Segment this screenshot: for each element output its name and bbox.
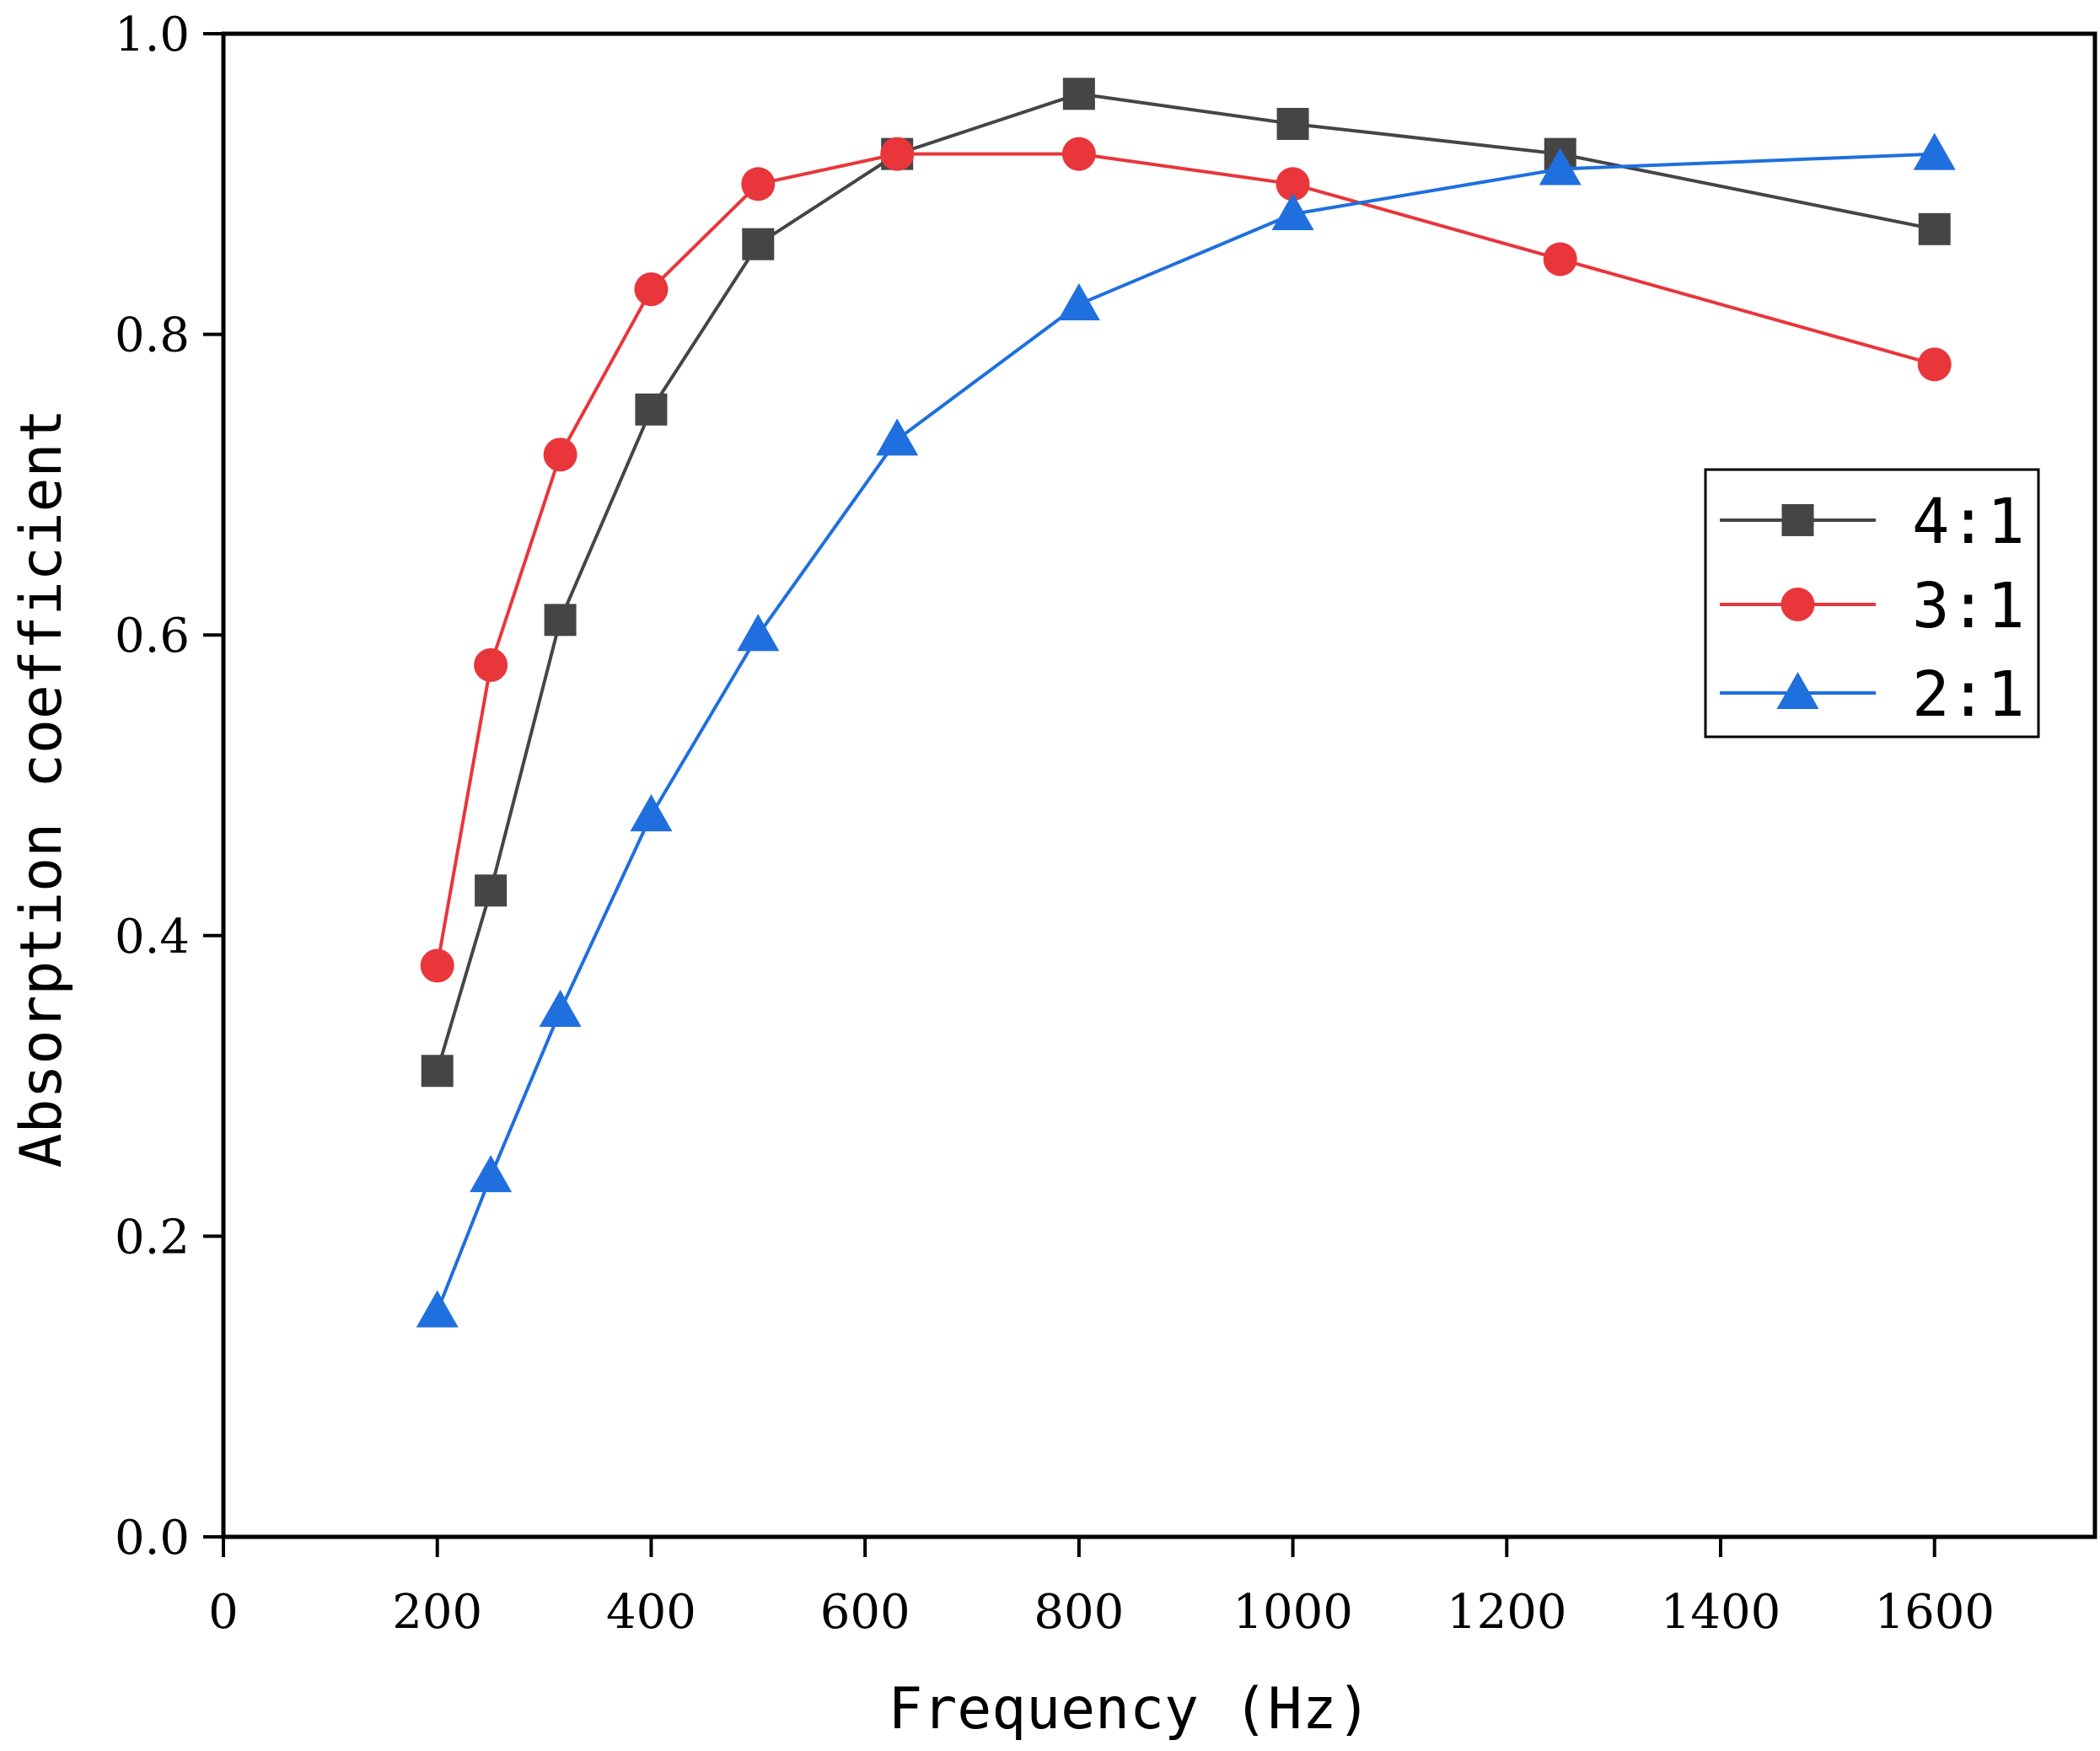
legend-label: 2:1 [1912, 658, 2025, 731]
data-point [1918, 212, 1951, 245]
data-point [544, 604, 577, 636]
x-tick-label: 1600 [1874, 1585, 1995, 1640]
series-4-1 [421, 78, 1951, 1088]
y-tick-label: 0.4 [115, 910, 190, 964]
legend-marker [1780, 588, 1815, 621]
x-tick-label: 0 [208, 1585, 239, 1640]
legend-marker [1781, 504, 1814, 536]
data-point [630, 794, 673, 832]
series-layer [416, 78, 1956, 1328]
x-tick-label: 1000 [1233, 1585, 1353, 1640]
legend-marker [1776, 672, 1819, 709]
data-point [470, 1155, 513, 1193]
y-axis-ticks: 0.0 0.2 0.4 0.6 0.8 1.0 [115, 8, 223, 1566]
legend-label: 4:1 [1912, 486, 2025, 558]
data-point [416, 1290, 459, 1328]
y-tick-label: 0.6 [115, 609, 190, 663]
y-tick-label: 0.0 [115, 1511, 190, 1566]
data-point [475, 874, 508, 907]
data-point [420, 948, 454, 983]
data-point [1271, 192, 1314, 230]
data-point [1276, 167, 1310, 201]
data-point [1543, 242, 1577, 277]
y-axis-title: Absorption coefficient [8, 409, 75, 1168]
data-point [1276, 107, 1309, 140]
data-point [539, 989, 582, 1027]
x-tick-label: 800 [1034, 1585, 1124, 1640]
data-point [421, 1055, 454, 1088]
data-point [1539, 148, 1582, 185]
plot-frame [221, 31, 2097, 1539]
y-tick-label: 0.2 [115, 1210, 190, 1265]
series-line [435, 92, 1936, 1072]
series-2-1 [416, 132, 1956, 1328]
series-3-1 [420, 137, 1952, 983]
series-line [435, 152, 1936, 966]
x-tick-label: 1400 [1661, 1585, 1781, 1640]
x-tick-label: 600 [820, 1585, 910, 1640]
data-point [1913, 132, 1956, 170]
data-point [635, 393, 668, 426]
data-point [1062, 78, 1095, 110]
data-point [742, 228, 775, 261]
data-point [880, 137, 915, 171]
series-line [435, 152, 1935, 1313]
x-tick-label: 1200 [1447, 1585, 1567, 1640]
x-tick-label: 200 [392, 1585, 482, 1640]
data-point [1917, 347, 1952, 382]
x-axis-title: Frequency (Hz) [888, 1676, 1371, 1743]
data-point [634, 272, 669, 307]
data-point [876, 418, 919, 456]
data-point [1057, 282, 1100, 320]
legend: 4:1 3:1 2:1 [1704, 468, 2040, 739]
y-tick-label: 1.0 [115, 8, 190, 62]
data-point [1061, 137, 1096, 171]
x-axis-ticks: 0 200 400 600 800 1000 1200 1400 1600 [208, 1537, 1995, 1640]
data-point [543, 438, 577, 472]
data-point [474, 647, 508, 682]
y-tick-label: 0.8 [115, 309, 190, 363]
data-point [741, 167, 776, 201]
legend-label: 3:1 [1912, 570, 2025, 642]
x-tick-label: 400 [606, 1585, 696, 1640]
data-point [737, 614, 780, 652]
